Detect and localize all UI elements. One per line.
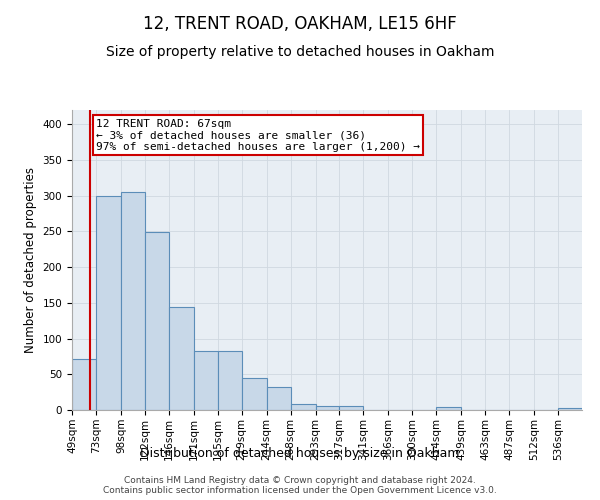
Text: Size of property relative to detached houses in Oakham: Size of property relative to detached ho… — [106, 45, 494, 59]
Bar — [316, 406, 340, 410]
Text: Distribution of detached houses by size in Oakham: Distribution of detached houses by size … — [140, 448, 460, 460]
Bar — [266, 387, 290, 410]
Text: 12, TRENT ROAD, OAKHAM, LE15 6HF: 12, TRENT ROAD, OAKHAM, LE15 6HF — [143, 15, 457, 33]
Bar — [290, 404, 316, 410]
Text: 12 TRENT ROAD: 67sqm
← 3% of detached houses are smaller (36)
97% of semi-detach: 12 TRENT ROAD: 67sqm ← 3% of detached ho… — [96, 118, 420, 152]
Bar — [96, 196, 121, 410]
Bar — [218, 350, 242, 410]
Bar — [145, 232, 169, 410]
Bar — [72, 358, 96, 410]
Bar — [194, 350, 218, 410]
Bar — [436, 407, 461, 410]
Bar — [558, 408, 582, 410]
Bar — [242, 378, 266, 410]
Bar — [340, 406, 364, 410]
Bar — [121, 192, 145, 410]
Text: Contains HM Land Registry data © Crown copyright and database right 2024.
Contai: Contains HM Land Registry data © Crown c… — [103, 476, 497, 495]
Bar — [169, 307, 194, 410]
Y-axis label: Number of detached properties: Number of detached properties — [24, 167, 37, 353]
